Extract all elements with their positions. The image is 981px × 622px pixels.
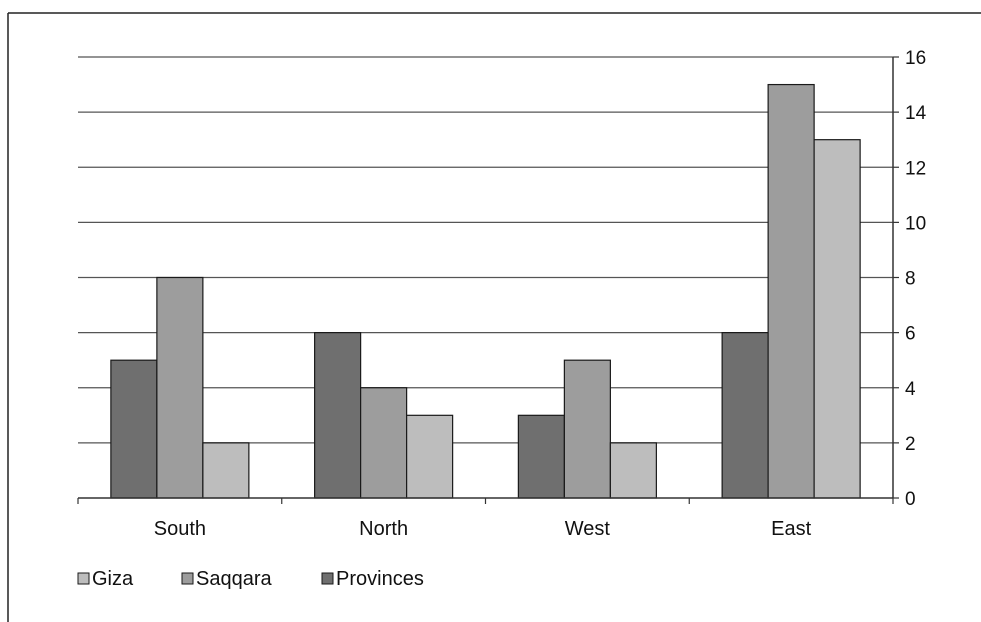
y-tick-label: 4 (905, 379, 916, 400)
legend-label-giza: Giza (92, 568, 134, 590)
bar-saqqara-east (767, 83, 815, 499)
y-axis-tick-labels: 0 2 4 6 8 10 12 14 16 (905, 48, 927, 510)
legend-label-provinces: Provinces (336, 568, 424, 590)
bar-provinces-east (721, 332, 769, 499)
bars (110, 83, 861, 499)
x-tick-label: West (565, 518, 611, 540)
y-tick-label: 16 (905, 48, 926, 69)
legend-swatch-provinces (321, 572, 334, 585)
bar-provinces-north (314, 332, 362, 499)
bar-giza-north (406, 414, 454, 499)
x-axis-tick-labels: South North West East (154, 518, 812, 540)
bar-saqqara-south (156, 276, 204, 499)
x-tick-label: South (154, 518, 206, 540)
y-tick-label: 2 (905, 434, 916, 455)
legend-swatch-giza (77, 572, 90, 585)
y-tick-label: 10 (905, 213, 926, 234)
legend-label-saqqara: Saqqara (196, 568, 272, 590)
bar-provinces-south (110, 359, 158, 499)
chart-border (7, 12, 981, 622)
bar-saqqara-north (360, 387, 408, 499)
x-tick-label: North (359, 518, 408, 540)
y-tick-label: 6 (905, 324, 916, 345)
x-tick-label: East (771, 518, 811, 540)
bar-giza-east (813, 139, 861, 499)
bar-provinces-west (517, 414, 565, 499)
legend-swatch-saqqara (181, 572, 194, 585)
bar-saqqara-west (563, 359, 611, 499)
y-tick-label: 8 (905, 269, 916, 290)
axes (77, 56, 899, 504)
bar-giza-south (202, 442, 250, 499)
y-tick-label: 0 (905, 489, 916, 510)
y-tick-label: 14 (905, 103, 927, 124)
bar-giza-west (609, 442, 657, 499)
legend: Giza Saqqara Provinces (77, 568, 424, 590)
y-tick-label: 12 (905, 158, 926, 179)
